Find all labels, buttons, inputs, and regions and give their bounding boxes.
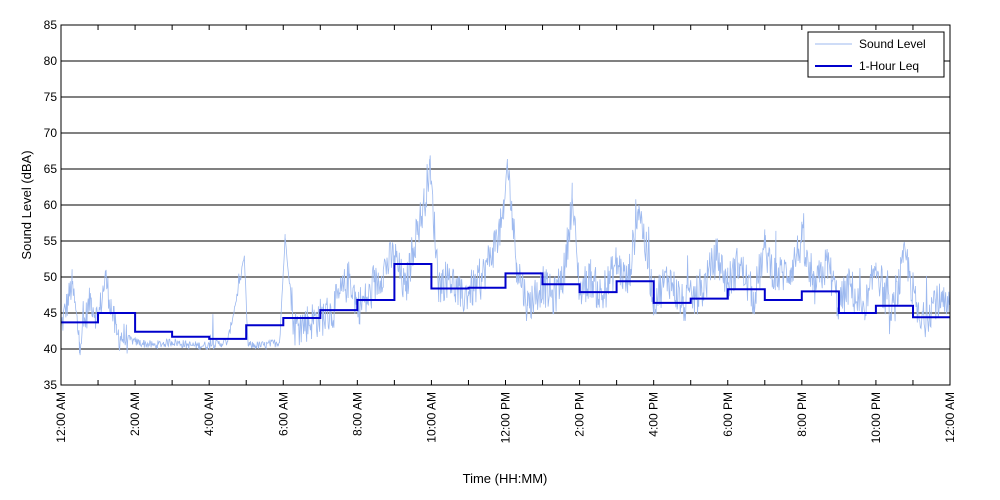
y-tick-label: 85	[44, 18, 58, 32]
x-tick-label: 4:00 AM	[202, 392, 216, 436]
x-tick-labels: 12:00 AM 2:00 AM 4:00 AM 6:00 AM 8:00 AM 10:0…	[54, 392, 957, 443]
y-axis-title: Sound Level (dBA)	[19, 150, 34, 259]
x-tick-label: 2:00 PM	[573, 392, 587, 437]
x-tick-label: 6:00 AM	[276, 392, 290, 436]
y-tick-label: 35	[44, 378, 58, 392]
y-tick-label: 45	[44, 306, 58, 320]
y-tick-label: 50	[44, 270, 58, 284]
x-tick-label: 12:00 AM	[943, 392, 957, 443]
y-tick-label: 80	[44, 54, 58, 68]
y-tick-labels: 35 40 45 50 55 60 65 70 75 80 85	[44, 18, 58, 392]
x-tick-label: 10:00 PM	[869, 392, 883, 443]
x-tick-label: 10:00 AM	[424, 392, 438, 443]
legend: Sound Level 1-Hour Leq	[807, 31, 945, 78]
x-tick-label: 6:00 PM	[721, 392, 735, 437]
x-tick-label: 4:00 PM	[647, 392, 661, 437]
series-layer	[60, 155, 951, 356]
x-axis-title: Time (HH:MM)	[463, 471, 548, 486]
legend-label-leq: 1-Hour Leq	[859, 59, 919, 73]
y-tick-label: 65	[44, 162, 58, 176]
y-tick-label: 75	[44, 90, 58, 104]
legend-box	[807, 31, 945, 78]
x-tick-label: 12:00 AM	[54, 392, 68, 443]
x-tick-label: 8:00 AM	[350, 392, 364, 436]
y-tick-label: 55	[44, 234, 58, 248]
x-tick-label: 2:00 AM	[128, 392, 142, 436]
gridlines	[61, 60, 950, 350]
plot-frame	[60, 24, 951, 386]
x-tick-marks	[97, 25, 914, 385]
x-tick-label: 8:00 PM	[795, 392, 809, 437]
legend-label-sound-level: Sound Level	[859, 37, 926, 51]
y-tick-label: 40	[44, 342, 58, 356]
x-tick-label: 12:00 PM	[499, 392, 513, 443]
y-tick-label: 70	[44, 126, 58, 140]
y-tick-label: 60	[44, 198, 58, 212]
series-leq-step-line	[61, 263, 950, 340]
series-sound-level-line	[60, 155, 951, 356]
